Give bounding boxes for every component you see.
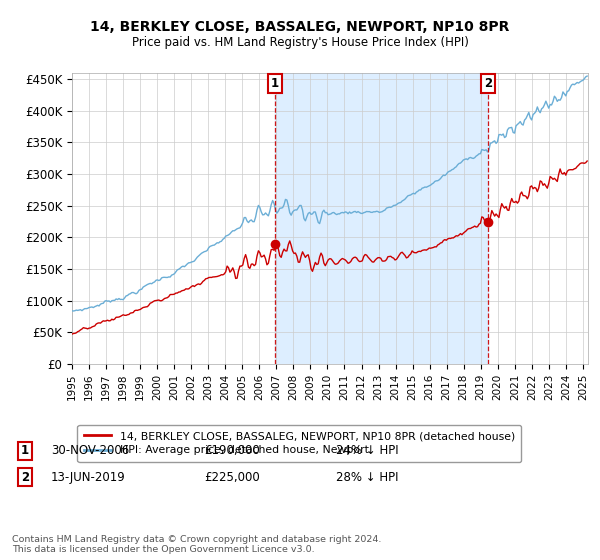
Text: 28% ↓ HPI: 28% ↓ HPI <box>336 470 398 484</box>
Text: 14, BERKLEY CLOSE, BASSALEG, NEWPORT, NP10 8PR: 14, BERKLEY CLOSE, BASSALEG, NEWPORT, NP… <box>91 20 509 34</box>
Text: 2: 2 <box>21 470 29 484</box>
Text: £225,000: £225,000 <box>204 470 260 484</box>
Text: Price paid vs. HM Land Registry's House Price Index (HPI): Price paid vs. HM Land Registry's House … <box>131 36 469 49</box>
Legend: 14, BERKLEY CLOSE, BASSALEG, NEWPORT, NP10 8PR (detached house), HPI: Average pr: 14, BERKLEY CLOSE, BASSALEG, NEWPORT, NP… <box>77 424 521 462</box>
Text: 1: 1 <box>271 77 279 90</box>
Text: Contains HM Land Registry data © Crown copyright and database right 2024.
This d: Contains HM Land Registry data © Crown c… <box>12 535 382 554</box>
Text: 1: 1 <box>21 444 29 458</box>
Text: 24% ↓ HPI: 24% ↓ HPI <box>336 444 398 458</box>
Text: 2: 2 <box>484 77 493 90</box>
Bar <box>275 73 488 364</box>
Text: 13-JUN-2019: 13-JUN-2019 <box>51 470 126 484</box>
Text: £190,000: £190,000 <box>204 444 260 458</box>
Text: 30-NOV-2006: 30-NOV-2006 <box>51 444 129 458</box>
